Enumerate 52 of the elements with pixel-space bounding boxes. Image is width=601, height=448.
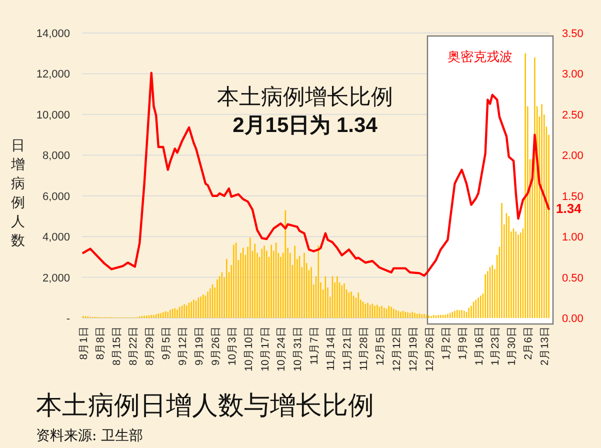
x-tick-label: 10月10日 — [242, 326, 255, 372]
band-label: 奥密克戎波 — [447, 49, 512, 64]
x-tick-label: 12月26日 — [424, 326, 436, 372]
x-tick-label: 9月26日 — [210, 326, 222, 366]
x-tick-label: 8月22日 — [128, 326, 140, 366]
x-tick-label: 1月23日 — [490, 326, 502, 366]
x-tick-label: 11月7日 — [308, 326, 321, 365]
x-tick-label: 8月1日 — [78, 326, 90, 360]
x-tick-label: 9月19日 — [193, 326, 206, 366]
y-tick-label: 8,000 — [42, 150, 70, 162]
x-tick-label: 10月31日 — [292, 326, 304, 372]
text: 本土病例日增人数与增长比例 — [36, 391, 374, 421]
x-tick-label: 1月30日 — [506, 326, 518, 366]
y-tick-label: 10,000 — [36, 109, 70, 122]
annotation: 2月15日为 1.34 — [232, 114, 378, 137]
y-tick-label: - — [66, 313, 70, 325]
x-tick-label: 9月12日 — [176, 326, 189, 366]
y2-tick-label: 2.00 — [562, 150, 584, 162]
x-tick-label: 1月16日 — [473, 326, 486, 366]
x-tick-label: 2月6日 — [522, 326, 535, 360]
y-tick-label: 14,000 — [36, 28, 70, 40]
text: 资料来源: 卫生部 — [36, 428, 144, 444]
x-tick-label: 11月28日 — [358, 326, 370, 371]
y2-tick-label: 3.50 — [562, 28, 584, 40]
y-tick-label: 6,000 — [42, 190, 70, 203]
x-tick-label: 10月3日 — [226, 326, 238, 366]
y-tick-label: 4,000 — [42, 232, 70, 244]
y2-tick-label: 1.50 — [562, 190, 584, 203]
x-tick-label: 10月17日 — [259, 326, 272, 372]
x-tick-label: 9月5日 — [160, 326, 172, 360]
x-tick-label: 8月15日 — [111, 326, 124, 366]
y2-tick-label: 1.00 — [562, 232, 584, 244]
x-tick-label: 10月24日 — [276, 326, 288, 372]
y-tick-label: 12,000 — [36, 68, 70, 81]
text: 1.34 — [556, 201, 582, 216]
y-axis-title: 日增病例人数 — [10, 138, 25, 249]
x-tick-label: 1月9日 — [456, 326, 469, 360]
y2-tick-label: 3.00 — [562, 68, 584, 81]
x-tick-label: 12月12日 — [390, 326, 403, 372]
x-tick-label: 2月13日 — [539, 326, 552, 366]
y-tick-label: 2,000 — [42, 272, 70, 284]
x-tick-label: 12月19日 — [407, 326, 420, 372]
x-tick-label: 12月5日 — [374, 326, 386, 366]
x-tick-label: 8月8日 — [94, 326, 107, 360]
x-tick-label: 8月29日 — [144, 326, 156, 366]
y2-tick-label: 2.50 — [562, 109, 584, 122]
annotation: 本土病例增长比例 — [217, 85, 393, 110]
x-tick-label: 11月14日 — [325, 326, 338, 371]
y2-tick-label: 0.50 — [562, 272, 584, 284]
x-tick-label: 1月2日 — [440, 326, 452, 360]
x-tick-label: 11月21日 — [342, 326, 354, 371]
y2-tick-label: 0.00 — [562, 313, 584, 325]
